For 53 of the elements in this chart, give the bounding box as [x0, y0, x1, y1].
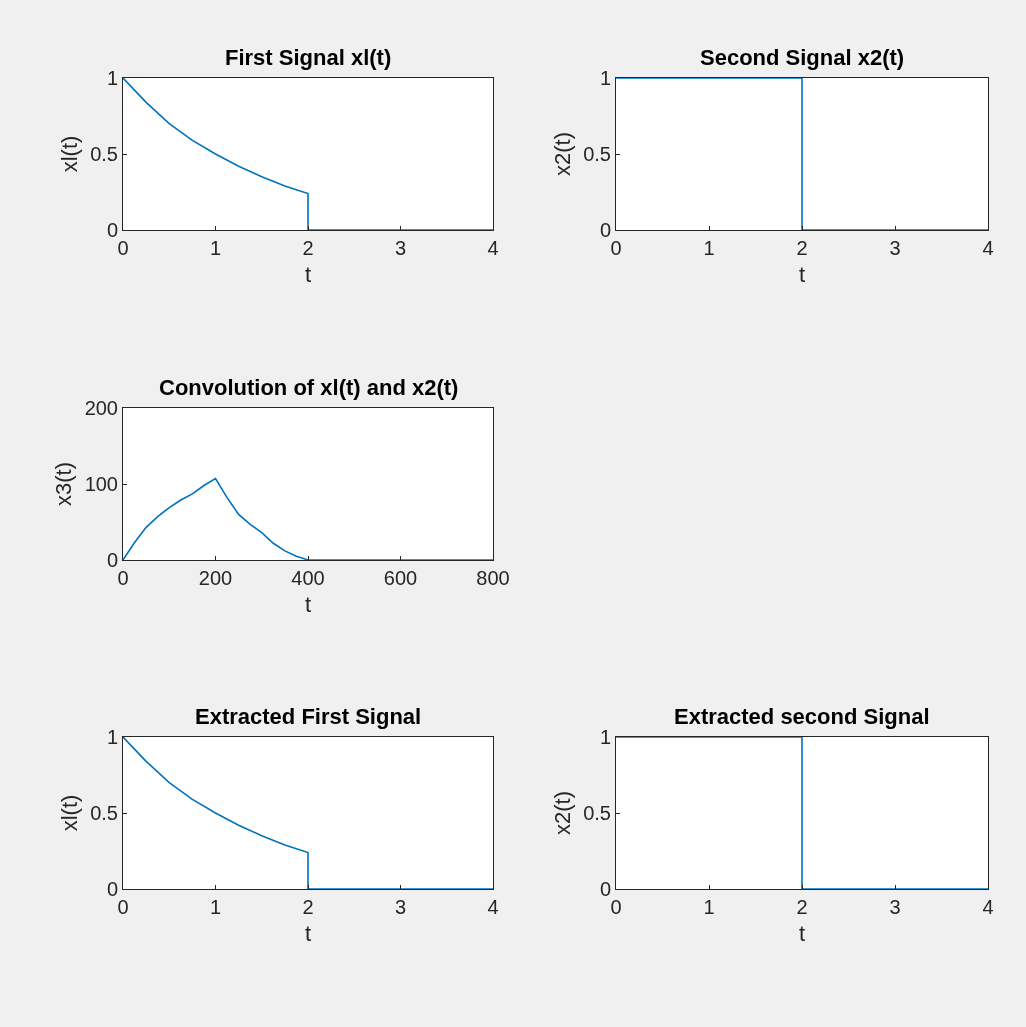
chart-title: Extracted second Signal: [674, 704, 930, 729]
x-tick-label: 200: [198, 567, 233, 589]
x-axis-title: t: [798, 920, 806, 946]
x-tick-label: 4: [487, 237, 499, 259]
y-tick-label: 0.5: [583, 143, 611, 165]
y-tick-label: 0: [106, 878, 118, 900]
x-tick-label: 3: [394, 896, 407, 918]
x-tick-label: 2: [796, 237, 808, 259]
x-tick-label: 2: [796, 896, 808, 918]
x-tick-label: 3: [889, 237, 901, 259]
y-axis-title: xl(t): [56, 135, 82, 173]
x-tick-label: 2: [302, 896, 314, 918]
y-axis-title: x2(t): [549, 132, 575, 176]
x-tick-label: 3: [394, 237, 407, 259]
line-series: [123, 477, 493, 560]
line-series: [123, 78, 493, 230]
x-axis-title: t: [304, 261, 312, 287]
x-tick-label: 800: [476, 567, 510, 589]
y-tick-label: 0: [106, 549, 118, 571]
x-tick-label: 1: [703, 896, 715, 918]
y-tick-label: 0: [599, 219, 611, 241]
y-tick-label: 1: [106, 726, 118, 748]
line-series: [123, 737, 493, 889]
x-axis-title: t: [304, 591, 312, 617]
y-tick-label: 1: [599, 726, 611, 748]
chart-title: Second Signal x2(t): [700, 45, 905, 70]
y-tick-label: 1: [599, 67, 611, 89]
y-tick-label: 200: [84, 397, 118, 419]
x-tick-label: 4: [982, 237, 994, 259]
chart-title: First Signal xl(t): [225, 45, 392, 70]
x-tick-label: 4: [487, 896, 499, 918]
x-tick-label: 1: [209, 237, 222, 259]
y-axis-title: xl(t): [56, 794, 82, 832]
x-tick-label: 4: [982, 896, 994, 918]
y-tick-label: 100: [84, 473, 118, 495]
x-axis-title: t: [798, 261, 806, 287]
x-tick-label: 2: [302, 237, 314, 259]
y-tick-label: 0.5: [90, 143, 118, 165]
x-axis-title: t: [304, 920, 312, 946]
y-tick-label: 0: [106, 219, 118, 241]
y-tick-label: 0: [599, 878, 611, 900]
chart-title: Convolution of xl(t) and x2(t): [159, 375, 459, 400]
x-tick-label: 3: [889, 896, 901, 918]
y-tick-label: 1: [106, 67, 118, 89]
y-tick-label: 0.5: [583, 802, 611, 824]
y-axis-title: x2(t): [549, 791, 575, 835]
chart-title: Extracted First Signal: [195, 704, 422, 729]
x-tick-label: 1: [703, 237, 715, 259]
y-tick-label: 0.5: [90, 802, 118, 824]
x-tick-label: 400: [291, 567, 325, 589]
y-axis-title: x3(t): [51, 462, 77, 506]
x-tick-label: 600: [383, 567, 418, 589]
x-tick-label: 1: [209, 896, 222, 918]
